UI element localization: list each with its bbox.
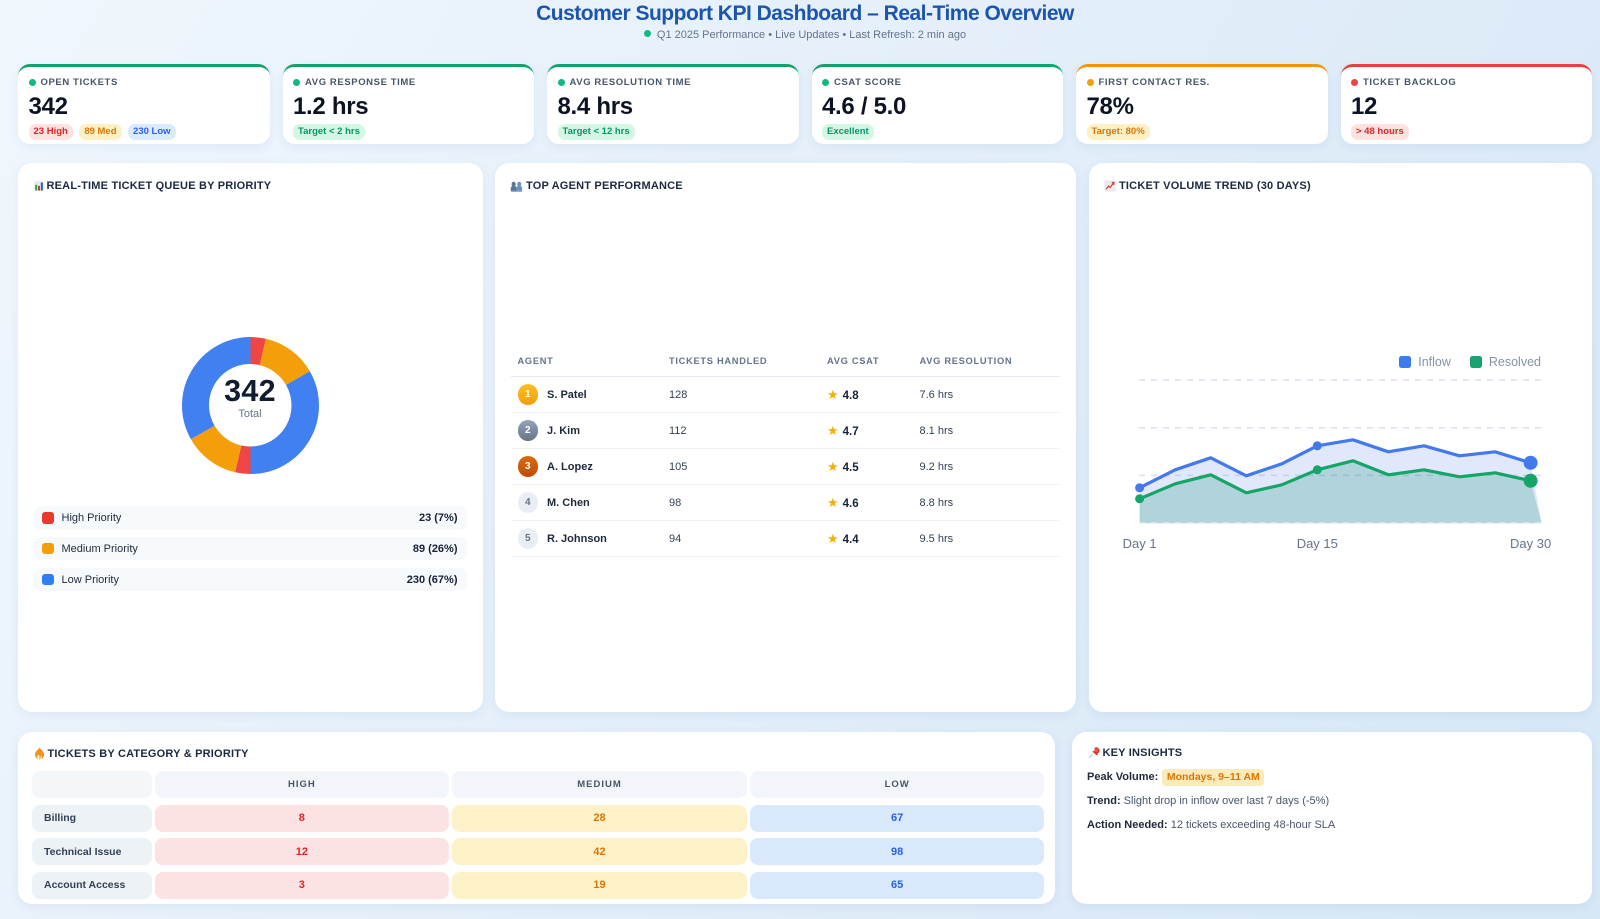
svg-text:Day 30: Day 30: [1509, 536, 1550, 551]
svg-text:Day 15: Day 15: [1296, 536, 1337, 551]
svg-text:Day 1: Day 1: [1122, 536, 1156, 551]
